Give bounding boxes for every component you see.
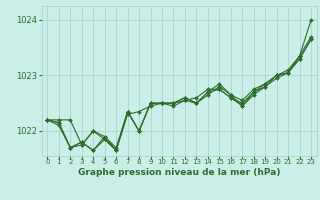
X-axis label: Graphe pression niveau de la mer (hPa): Graphe pression niveau de la mer (hPa) — [78, 168, 280, 177]
